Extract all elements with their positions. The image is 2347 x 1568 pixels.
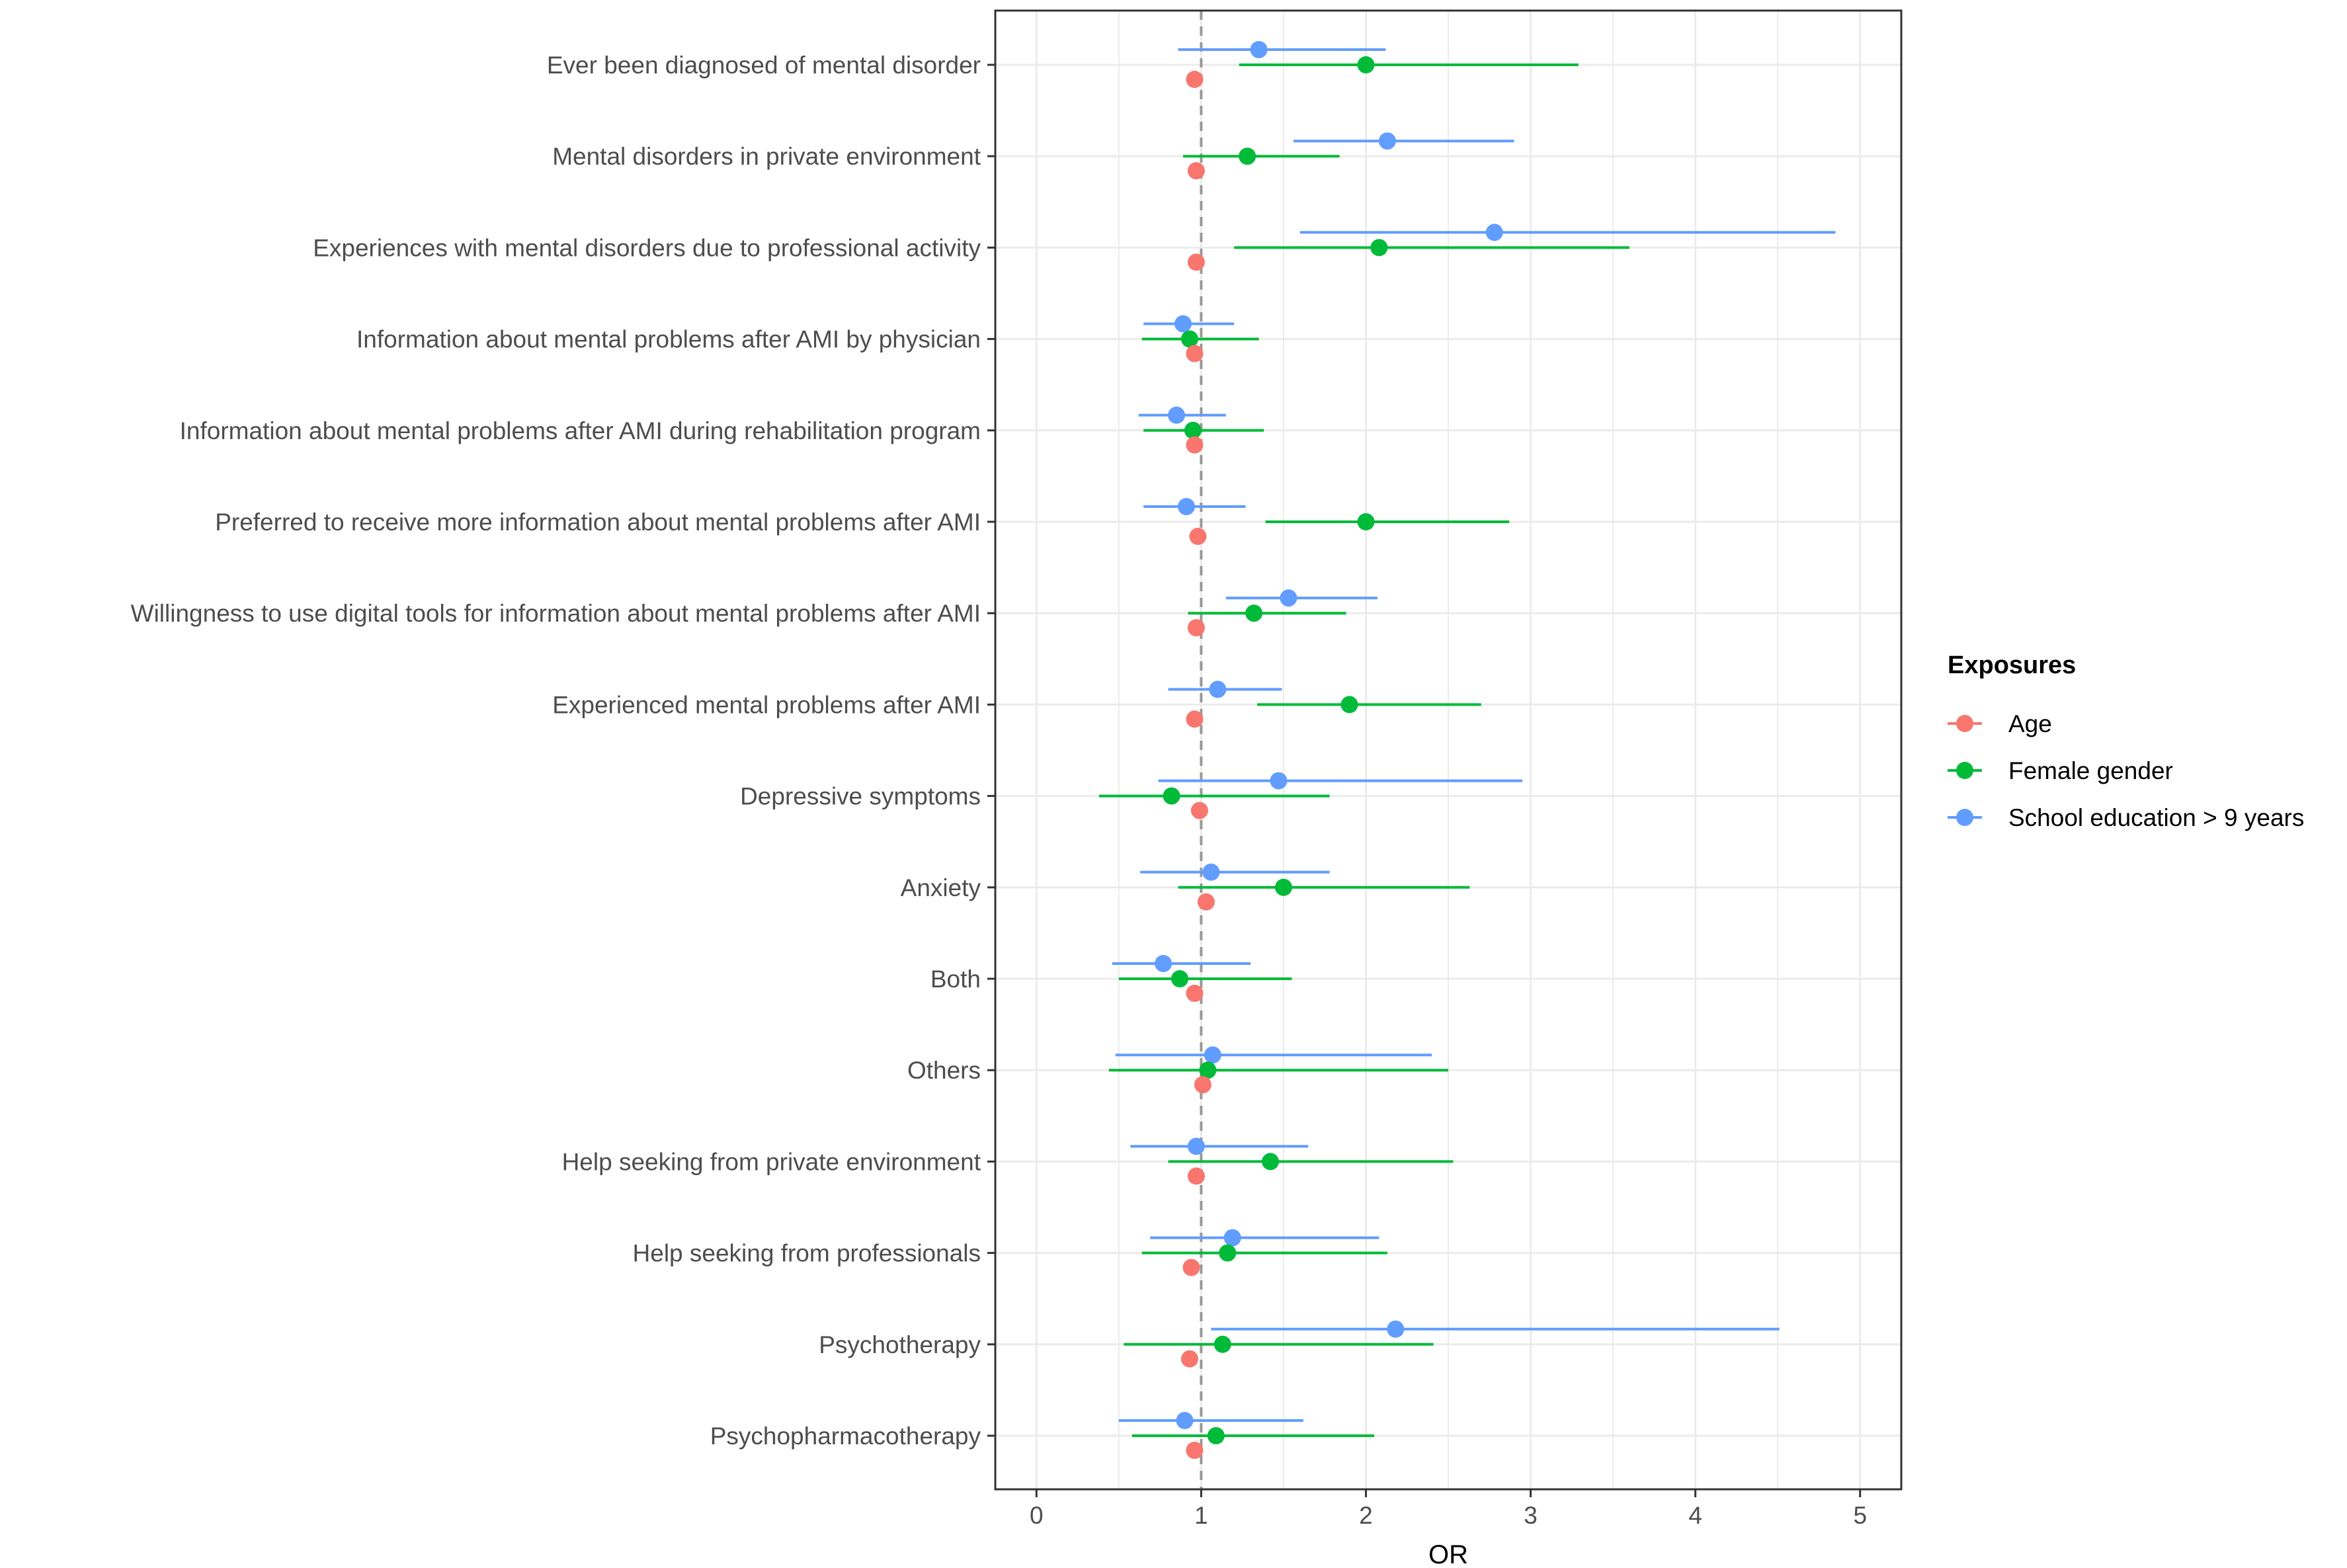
point-age — [1197, 893, 1215, 911]
point-age — [1186, 71, 1204, 88]
legend-label: School education > 9 years — [2008, 804, 2304, 831]
point-age — [1186, 985, 1204, 1002]
point-age — [1182, 1259, 1200, 1276]
point-school — [1155, 955, 1173, 972]
point-age — [1186, 436, 1204, 454]
point-female — [1370, 239, 1388, 257]
point-age — [1190, 802, 1208, 819]
x-tick-label: 4 — [1688, 1502, 1702, 1529]
legend-key-point — [1956, 715, 1973, 732]
point-female — [1245, 604, 1263, 622]
point-school — [1177, 498, 1195, 515]
panel-border — [994, 9, 1903, 1491]
y-tick-label: Information about mental problems after … — [356, 326, 981, 353]
point-age — [1194, 1076, 1212, 1094]
point-school — [1202, 863, 1220, 881]
point-age — [1186, 345, 1204, 362]
point-age — [1187, 619, 1205, 637]
y-tick-label: Experiences with mental disorders due to… — [313, 234, 981, 261]
point-age — [1187, 253, 1205, 271]
point-school — [1168, 406, 1185, 424]
point-age — [1186, 1442, 1204, 1459]
y-tick-label: Willingness to use digital tools for inf… — [131, 600, 981, 627]
point-school — [1174, 315, 1192, 333]
point-female — [1184, 421, 1202, 439]
y-tick-label: Psychopharmacotherapy — [710, 1423, 981, 1450]
y-tick-label: Ever been diagnosed of mental disorder — [547, 52, 981, 79]
point-age — [1186, 710, 1204, 728]
point-female — [1180, 330, 1198, 348]
x-tick-label: 5 — [1853, 1502, 1867, 1529]
legend-key-point — [1956, 809, 1973, 826]
x-tick-label: 3 — [1524, 1502, 1538, 1529]
point-school — [1223, 1229, 1241, 1247]
point-school — [1204, 1046, 1221, 1064]
legend-label: Age — [2008, 710, 2052, 737]
legend-title: Exposures — [1948, 651, 2076, 679]
point-school — [1270, 772, 1288, 790]
point-school — [1387, 1320, 1405, 1338]
point-school — [1280, 589, 1297, 607]
point-school — [1378, 132, 1396, 150]
point-female — [1171, 970, 1188, 987]
point-female — [1274, 878, 1292, 896]
point-school — [1209, 681, 1227, 698]
point-school — [1250, 41, 1268, 58]
point-female — [1219, 1244, 1237, 1262]
x-tick-label: 0 — [1030, 1502, 1044, 1529]
point-female — [1239, 147, 1256, 165]
x-axis-title: OR — [1428, 1540, 1468, 1565]
legend-key-point — [1956, 762, 1973, 779]
point-female — [1261, 1153, 1279, 1171]
y-tick-label: Preferred to receive more information ab… — [215, 509, 981, 536]
x-tick-label: 2 — [1359, 1502, 1373, 1529]
x-tick-label: 1 — [1194, 1502, 1208, 1529]
y-tick-label: Both — [930, 966, 981, 993]
y-tick-label: Others — [907, 1057, 981, 1084]
point-female — [1199, 1061, 1217, 1079]
point-female — [1340, 696, 1358, 714]
y-tick-label: Experienced mental problems after AMI — [552, 691, 981, 718]
y-tick-label: Psychotherapy — [819, 1331, 981, 1358]
point-school — [1187, 1137, 1205, 1155]
legend-label: Female gender — [2008, 757, 2173, 784]
point-female — [1163, 787, 1180, 805]
point-age — [1180, 1350, 1198, 1368]
y-tick-label: Help seeking from private environment — [562, 1148, 981, 1175]
y-tick-label: Mental disorders in private environment — [552, 143, 981, 170]
point-female — [1357, 56, 1375, 73]
point-female — [1207, 1427, 1225, 1444]
point-school — [1485, 224, 1503, 241]
point-age — [1187, 162, 1205, 180]
y-tick-label: Help seeking from professionals — [633, 1240, 981, 1267]
point-school — [1176, 1412, 1194, 1429]
y-tick-label: Depressive symptoms — [740, 783, 981, 810]
data-layer — [1098, 41, 1836, 1459]
point-age — [1189, 528, 1207, 545]
point-age — [1187, 1167, 1205, 1185]
y-tick-label: Anxiety — [901, 874, 981, 901]
y-tick-label: Information about mental problems after … — [180, 417, 981, 444]
x-axis: 0 1 2 3 4 5 — [1030, 1489, 1867, 1529]
point-female — [1214, 1335, 1231, 1353]
y-axis-labels: Ever been diagnosed of mental disorder Me… — [131, 52, 995, 1450]
legend[interactable]: Exposures Age Female gender School educati… — [1948, 651, 2304, 831]
point-female — [1357, 513, 1375, 530]
